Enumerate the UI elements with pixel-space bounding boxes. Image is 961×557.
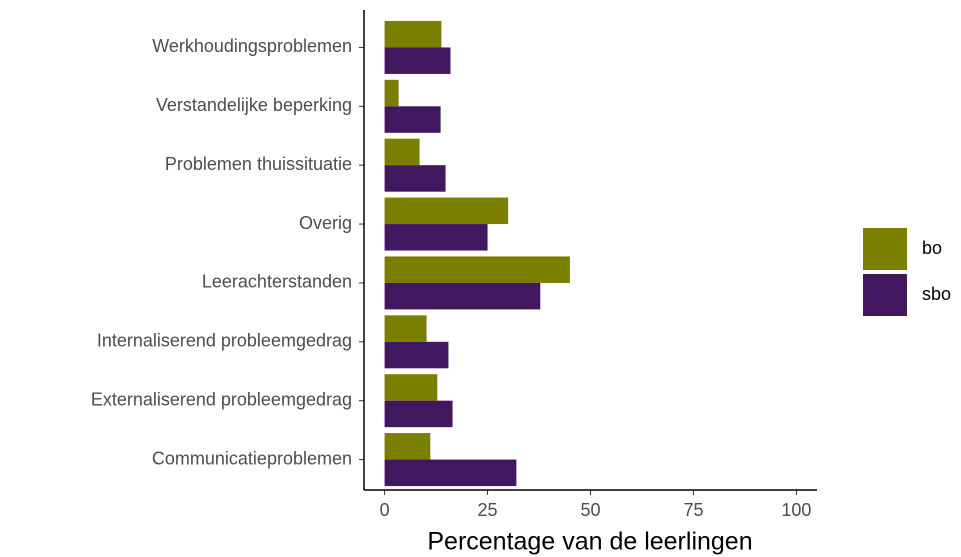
bar xyxy=(384,374,438,401)
bar xyxy=(384,47,451,74)
bar xyxy=(384,282,541,310)
bar xyxy=(384,106,441,133)
x-tick-label: 75 xyxy=(683,500,703,520)
legend-label: sbo xyxy=(922,284,951,304)
x-tick-label: 25 xyxy=(478,500,498,520)
y-tick-label: Externaliserend probleemgedrag xyxy=(91,389,352,409)
y-tick-label: Internaliserend probleemgedrag xyxy=(97,331,352,351)
bar xyxy=(384,256,570,283)
bar xyxy=(384,20,442,48)
y-tick-label: Communicatieproblemen xyxy=(152,448,352,468)
x-axis-title: Percentage van de leerlingen xyxy=(427,528,752,556)
bar xyxy=(384,197,509,225)
x-tick-label: 50 xyxy=(580,500,600,520)
legend-key xyxy=(863,274,907,316)
legend-key xyxy=(863,228,907,270)
y-tick-label: Verstandelijke beperking xyxy=(156,95,352,115)
bar xyxy=(384,433,431,460)
y-tick-label: Problemen thuissituatie xyxy=(165,154,352,174)
bar xyxy=(384,165,446,192)
bar xyxy=(384,224,488,251)
bar xyxy=(384,400,453,428)
x-tick-label: 100 xyxy=(781,500,811,520)
bar xyxy=(384,459,517,487)
y-tick-label: Overig xyxy=(299,213,352,233)
bar xyxy=(384,341,449,369)
legend-label: bo xyxy=(922,238,942,258)
bar xyxy=(384,315,427,342)
bar xyxy=(384,79,399,107)
y-tick-label: Werkhoudingsproblemen xyxy=(152,36,352,56)
x-tick-label: 0 xyxy=(380,500,390,520)
y-tick-label: Leerachterstanden xyxy=(202,272,352,292)
bar xyxy=(384,138,420,166)
